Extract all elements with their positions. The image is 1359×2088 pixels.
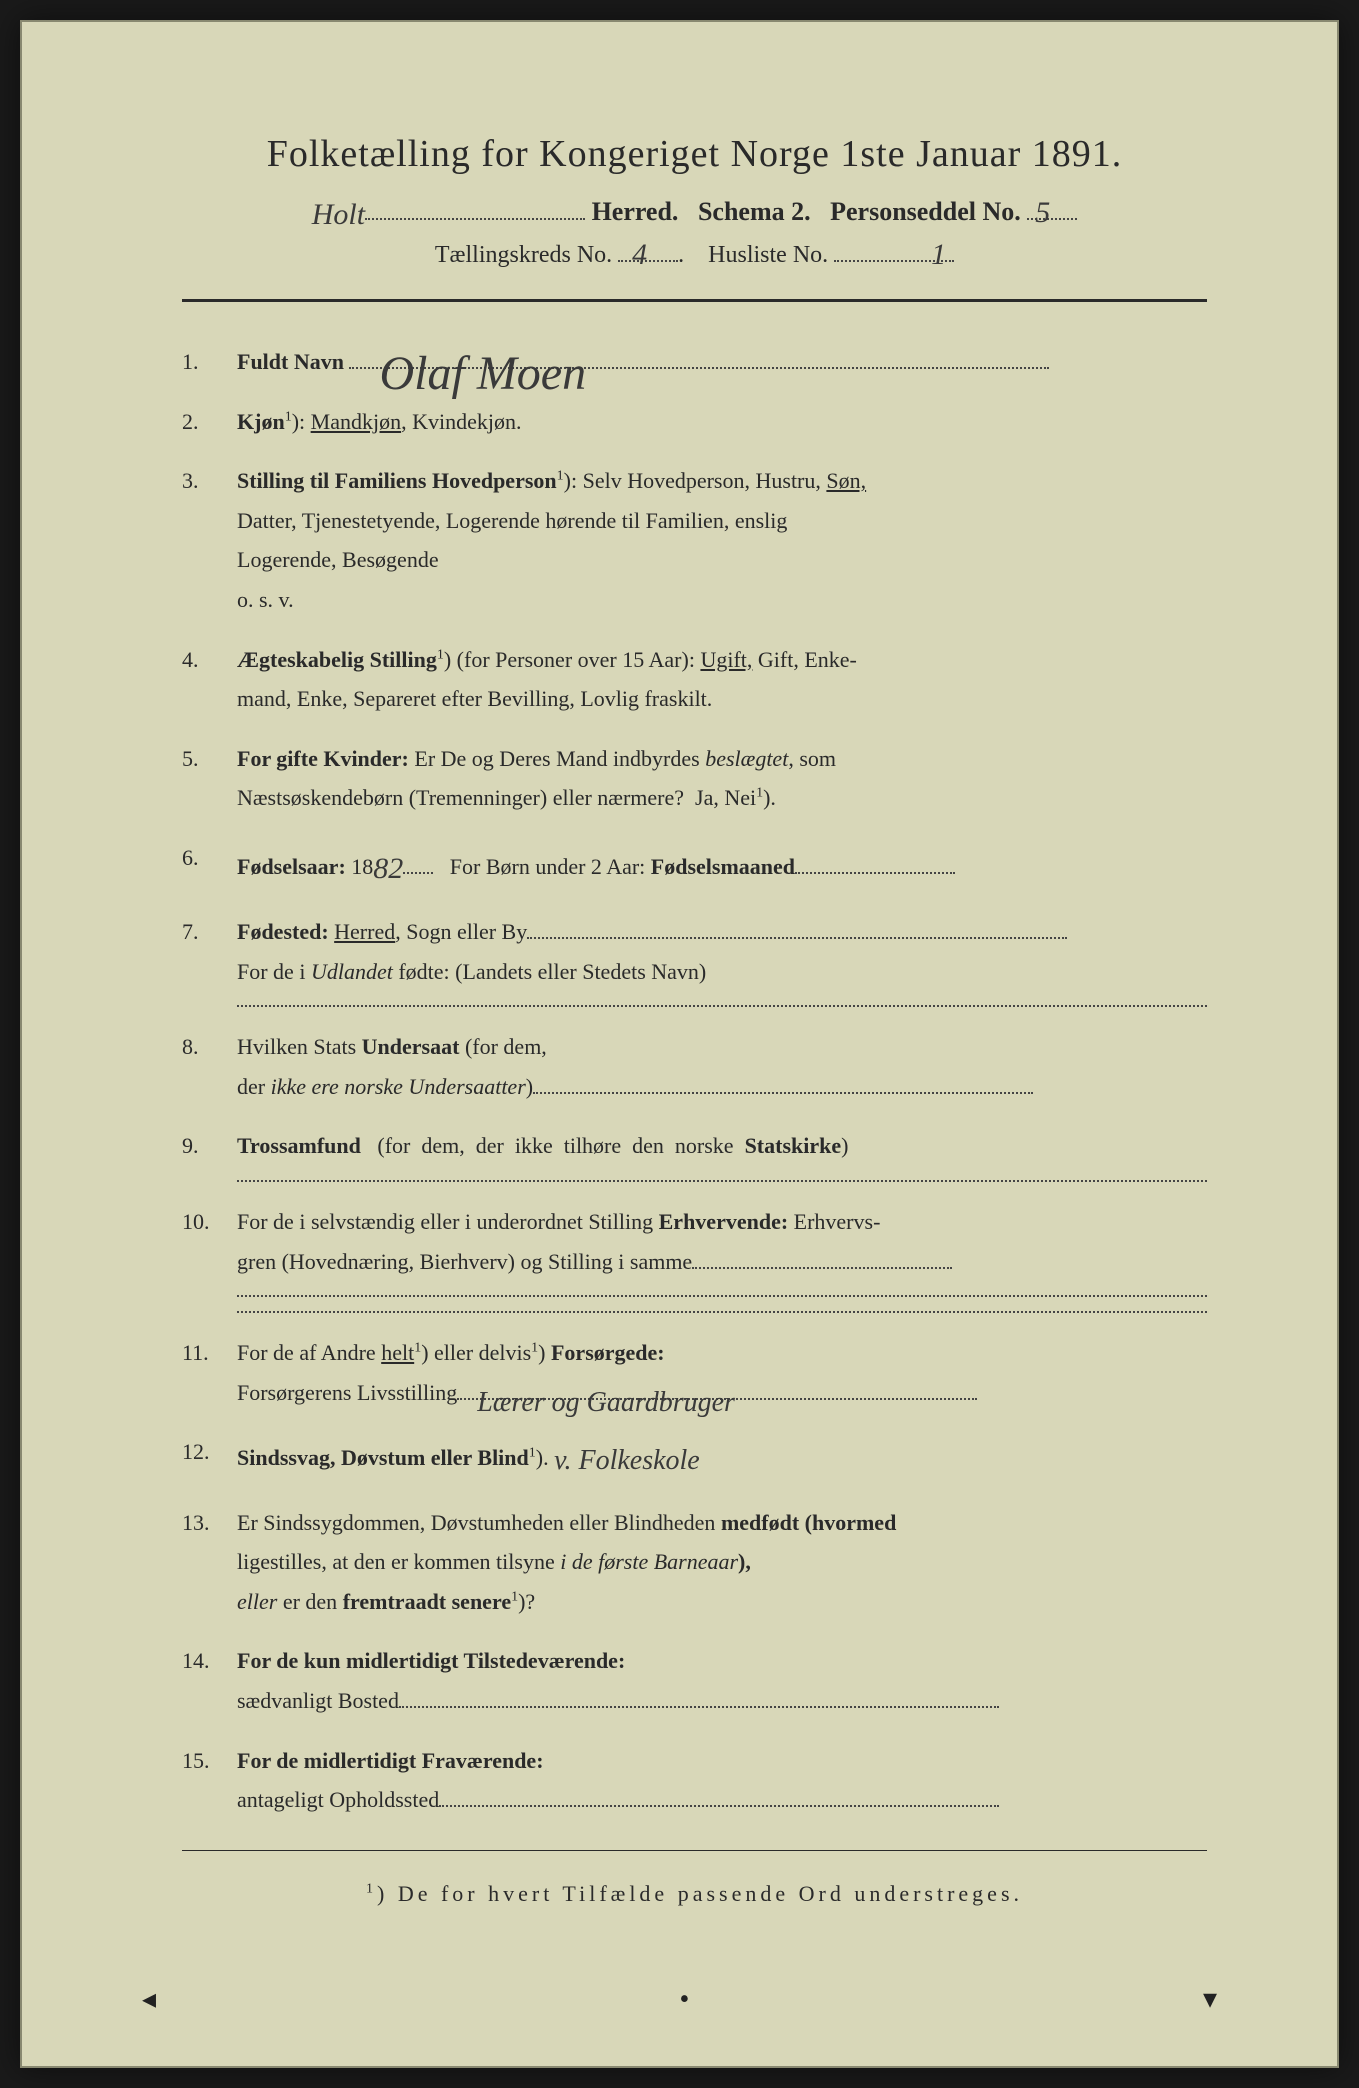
item-10: 10. For de i selvstændig eller i underor… [182, 1202, 1207, 1313]
item-3: 3. Stilling til Familiens Hovedperson1):… [182, 461, 1207, 619]
item-4: 4. Ægteskabelig Stilling1) (for Personer… [182, 640, 1207, 719]
census-form-page: Folketælling for Kongeriget Norge 1ste J… [20, 20, 1339, 2068]
q7-label: Fødested: [237, 919, 329, 944]
husliste-label: Husliste No. [708, 242, 828, 268]
item-15: 15. For de midlertidigt Fraværende: anta… [182, 1741, 1207, 1820]
divider-bottom [182, 1850, 1207, 1851]
item-9: 9. Trossamfund (for dem, der ikke tilhør… [182, 1126, 1207, 1182]
q12-label: Sindssvag, Døvstum eller Blind [237, 1445, 529, 1470]
item-14: 14. For de kun midlertidigt Tilstedevære… [182, 1641, 1207, 1720]
herred-handwritten: Holt [312, 198, 365, 232]
q12-hw: v. Folkeskole [554, 1436, 700, 1486]
personseddel-label: Personseddel No. [830, 197, 1021, 226]
item-1: 1. Fuldt Navn Olaf Moen [182, 342, 1207, 382]
item-2: 2. Kjøn1): Mandkjøn, Kvindekjøn. [182, 402, 1207, 442]
q4-line2: mand, Enke, Separeret efter Bevilling, L… [237, 686, 712, 711]
kreds-label: Tællingskreds No. [435, 242, 612, 268]
q14-label: For de kun midlertidigt Tilstedeværende: [237, 1648, 625, 1673]
main-title: Folketælling for Kongeriget Norge 1ste J… [182, 132, 1207, 176]
header-row-2: Tællingskreds No. 4. Husliste No. 1 [182, 242, 1207, 269]
form-header: Folketælling for Kongeriget Norge 1ste J… [182, 132, 1207, 269]
item-12: 12. Sindssvag, Døvstum eller Blind1). v.… [182, 1432, 1207, 1482]
q15-label: For de midlertidigt Fraværende: [237, 1748, 544, 1773]
form-items: 1. Fuldt Navn Olaf Moen 2. Kjøn1): Mandk… [182, 342, 1207, 1820]
item-6: 6. Fødselsaar: 1882 For Børn under 2 Aar… [182, 838, 1207, 892]
item-7: 7. Fødested: Herred, Sogn eller By For d… [182, 912, 1207, 1007]
husliste-hw: 1 [931, 238, 946, 272]
item-8: 8. Hvilken Stats Undersaat (for dem, der… [182, 1027, 1207, 1106]
q4-label: Ægteskabelig Stilling [237, 647, 437, 672]
divider-top [182, 299, 1207, 302]
herred-label: Herred. [592, 197, 679, 226]
schema-label: Schema 2. [698, 197, 811, 226]
item-5: 5. For gifte Kvinder: Er De og Deres Man… [182, 739, 1207, 818]
corner-mark-mid: • [680, 1984, 690, 2016]
q9-label: Trossamfund [237, 1133, 361, 1158]
corner-mark-right: ▾ [1203, 1982, 1217, 2016]
q2-label: Kjøn [237, 409, 285, 434]
corner-mark-left: ◂ [142, 1982, 156, 2016]
item-13: 13. Er Sindssygdommen, Døvstumheden elle… [182, 1503, 1207, 1622]
kreds-hw: 4 [632, 238, 647, 272]
q1-name-hw: Olaf Moen [379, 331, 586, 417]
q11-hw: Lærer og Gaardbruger [477, 1378, 735, 1428]
q5-label: For gifte Kvinder: [237, 746, 409, 771]
header-row-1: Holt Herred. Schema 2. Personseddel No. … [182, 194, 1207, 228]
personseddel-hw: 5 [1035, 196, 1050, 230]
q6-year-hw: 82 [373, 842, 403, 896]
item-11: 11. For de af Andre helt1) eller delvis1… [182, 1333, 1207, 1412]
footnote: 1) De for hvert Tilfælde passende Ord un… [182, 1881, 1207, 1907]
q3-line4: o. s. v. [237, 587, 294, 612]
q3-line3: Logerende, Besøgende [237, 547, 439, 572]
q3-line2: Datter, Tjenestetyende, Logerende hørend… [237, 508, 787, 533]
q6-label: Fødselsaar: [237, 854, 346, 879]
q3-label: Stilling til Familiens Hovedperson [237, 468, 557, 493]
q1-label: Fuldt Navn [237, 349, 344, 374]
